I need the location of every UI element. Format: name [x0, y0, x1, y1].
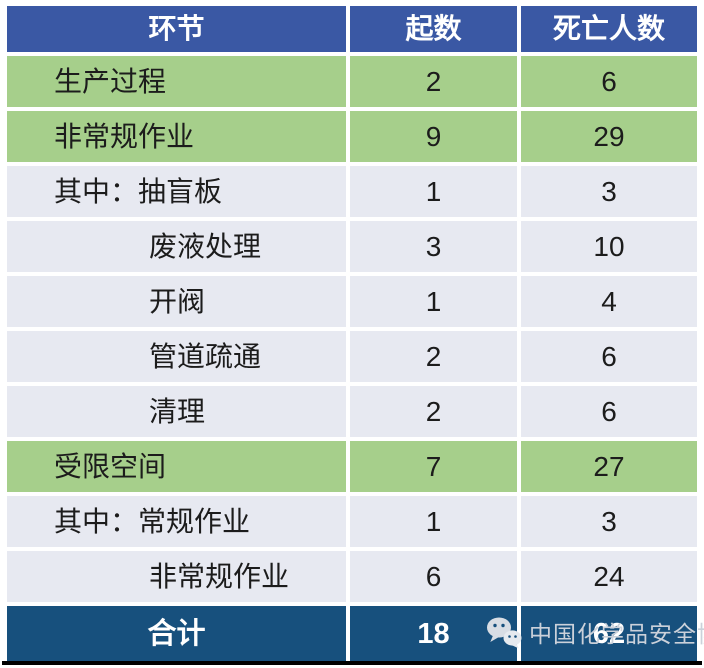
- incidents-cell: 7: [350, 441, 517, 492]
- table-total-row: 合计 18 62: [7, 606, 697, 662]
- incidents-cell: 9: [350, 111, 517, 162]
- deaths-cell: 29: [521, 111, 697, 162]
- deaths-cell: 24: [521, 551, 697, 602]
- deaths-cell: 3: [521, 496, 697, 547]
- bottom-divider-line: [2, 661, 702, 665]
- col-header-deaths: 死亡人数: [521, 6, 697, 52]
- col-header-incidents: 起数: [350, 6, 517, 52]
- col-header-stage: 环节: [7, 6, 346, 52]
- table-row: 其中：常规作业 1 3: [7, 496, 697, 547]
- deaths-cell: 27: [521, 441, 697, 492]
- deaths-cell: 10: [521, 221, 697, 272]
- table-row: 其中：抽盲板 1 3: [7, 166, 697, 217]
- stage-cell: 开阀: [7, 276, 346, 327]
- deaths-cell: 6: [521, 56, 697, 107]
- stage-cell: 废液处理: [7, 221, 346, 272]
- accident-stage-table: 环节 起数 死亡人数 生产过程 2 6 非常规作业 9 29 其中：抽盲板 1 …: [7, 6, 697, 662]
- stage-cell: 生产过程: [7, 56, 346, 107]
- incidents-cell: 2: [350, 331, 517, 382]
- total-label-cell: 合计: [7, 606, 346, 662]
- stage-cell: 管道疏通: [7, 331, 346, 382]
- deaths-cell: 4: [521, 276, 697, 327]
- table-row: 非常规作业 6 24: [7, 551, 697, 602]
- incidents-cell: 1: [350, 276, 517, 327]
- table-row: 受限空间 7 27: [7, 441, 697, 492]
- table-row: 废液处理 3 10: [7, 221, 697, 272]
- incidents-cell: 1: [350, 166, 517, 217]
- total-incidents-cell: 18: [350, 606, 517, 662]
- incidents-cell: 2: [350, 56, 517, 107]
- stage-cell: 其中：抽盲板: [7, 166, 346, 217]
- stage-cell: 清理: [7, 386, 346, 437]
- stage-cell: 其中：常规作业: [7, 496, 346, 547]
- table-row: 清理 2 6: [7, 386, 697, 437]
- total-deaths-cell: 62: [521, 606, 697, 662]
- table-row: 开阀 1 4: [7, 276, 697, 327]
- table-row: 生产过程 2 6: [7, 56, 697, 107]
- incidents-cell: 2: [350, 386, 517, 437]
- table-row: 非常规作业 9 29: [7, 111, 697, 162]
- deaths-cell: 3: [521, 166, 697, 217]
- incidents-cell: 3: [350, 221, 517, 272]
- stage-cell: 非常规作业: [7, 551, 346, 602]
- incidents-cell: 6: [350, 551, 517, 602]
- stage-cell: 受限空间: [7, 441, 346, 492]
- incidents-cell: 1: [350, 496, 517, 547]
- stage-cell: 非常规作业: [7, 111, 346, 162]
- table-header-row: 环节 起数 死亡人数: [7, 6, 697, 52]
- deaths-cell: 6: [521, 386, 697, 437]
- table-row: 管道疏通 2 6: [7, 331, 697, 382]
- deaths-cell: 6: [521, 331, 697, 382]
